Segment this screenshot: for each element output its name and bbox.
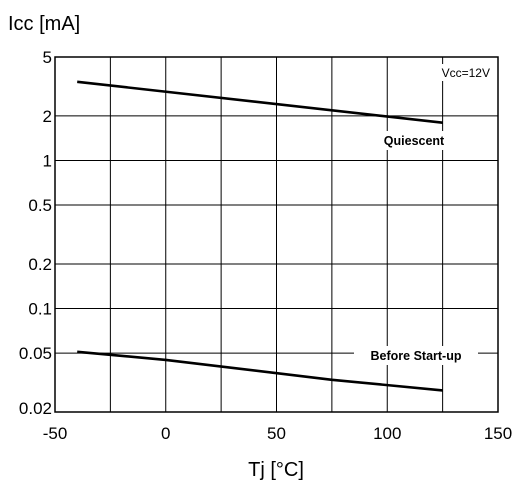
series-label-bg-quiescent	[370, 131, 460, 150]
x-tick-label: 150	[484, 424, 512, 443]
x-axis-label: Tj [°C]	[248, 459, 304, 481]
series-line	[77, 350, 443, 392]
x-tick-label: 0	[161, 424, 170, 443]
x-tick-label: -50	[43, 424, 68, 443]
y-tick-label: 0.2	[28, 255, 52, 274]
series-label-bg-before-start-up	[354, 346, 478, 365]
series-label-quiescent: Quiescent	[384, 134, 445, 148]
tick-labels: -50 0 50 100 150 5 2 1 0.5 0.2 0.1 0.05 0.02	[19, 48, 512, 443]
y-tick-label: 0.05	[19, 344, 52, 363]
y-tick-label: 2	[43, 107, 52, 126]
series-lines	[77, 80, 443, 392]
y-tick-label: 0.02	[19, 399, 52, 418]
y-tick-label: 0.5	[28, 196, 52, 215]
plot-frame	[54, 56, 499, 413]
y-tick-label: 0.1	[28, 300, 52, 319]
series-label-before-start-up: Before Start-up	[371, 349, 462, 363]
annotation-bg	[420, 64, 492, 81]
condition-annotation: Vcc=12V	[442, 66, 490, 80]
y-axis-label: Icc [mA]	[8, 13, 80, 35]
y-tick-label: 1	[43, 151, 52, 170]
series-line	[77, 80, 443, 124]
y-tick-label: 5	[43, 48, 52, 67]
x-tick-label: 50	[267, 424, 286, 443]
x-tick-label: 100	[373, 424, 401, 443]
